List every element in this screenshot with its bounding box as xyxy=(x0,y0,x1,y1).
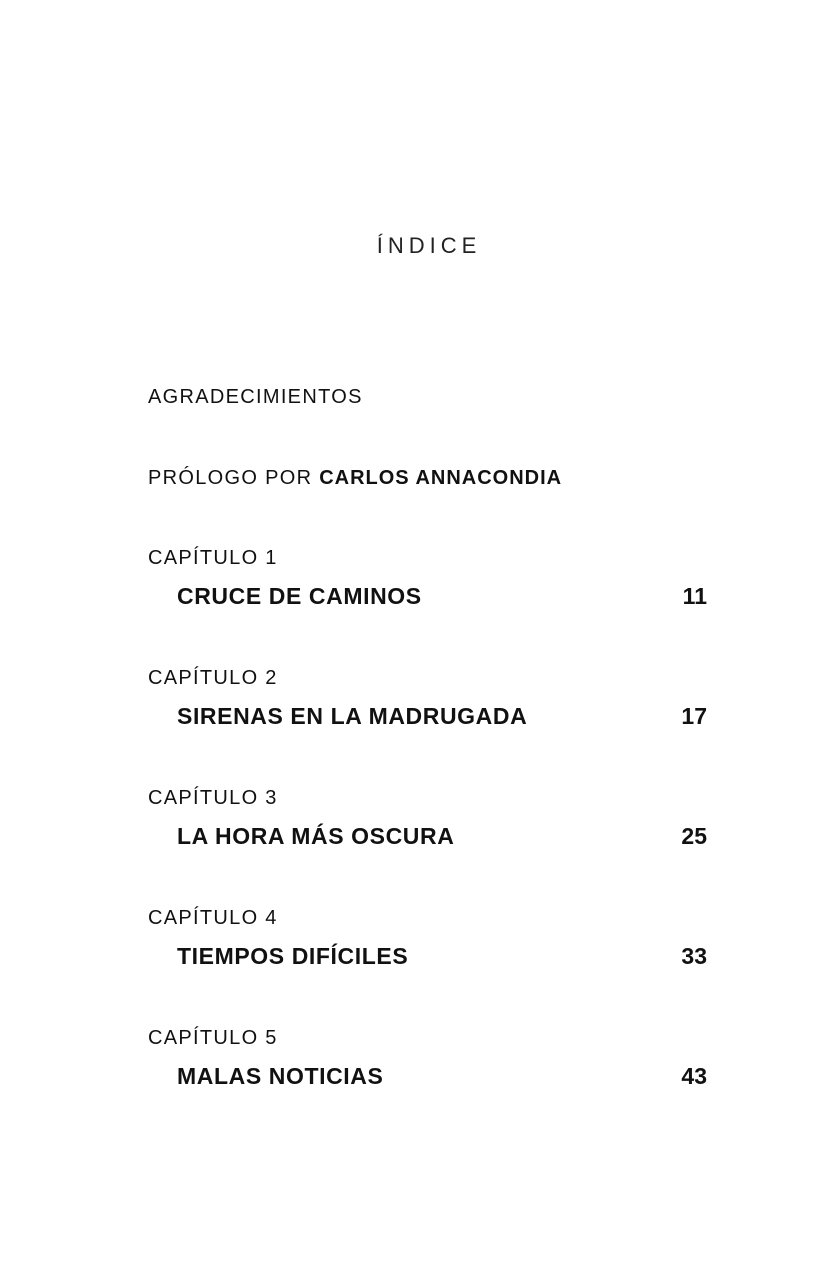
prologue-author: CARLOS ANNACONDIA xyxy=(319,467,563,489)
chapter-label: CAPÍTULO 5 xyxy=(148,1027,278,1049)
chapter-label: CAPÍTULO 2 xyxy=(148,667,278,689)
chapter-label: CAPÍTULO 4 xyxy=(148,907,278,929)
prologue-prefix: PRÓLOGO POR xyxy=(148,467,313,489)
page-title: ÍNDICE xyxy=(376,233,482,258)
chapter-title: LA HORA MÁS OSCURA xyxy=(177,823,455,849)
chapter-title: TIEMPOS DIFÍCILES xyxy=(177,943,409,969)
toc-entry-acknowledgements: AGRADECIMIENTOS xyxy=(148,386,363,408)
chapter-page-number: 17 xyxy=(681,703,707,729)
chapter-title: SIRENAS EN LA MADRUGADA xyxy=(177,703,528,729)
chapter-title: CRUCE DE CAMINOS xyxy=(177,583,422,609)
chapter-label: CAPÍTULO 3 xyxy=(148,787,278,809)
toc-entry-prologue: PRÓLOGO POR CARLOS ANNACONDIA xyxy=(148,467,562,490)
chapter-page-number: 33 xyxy=(681,943,707,969)
chapter-page-number: 43 xyxy=(681,1063,707,1089)
chapter-page-number: 25 xyxy=(681,823,707,849)
chapter-title: MALAS NOTICIAS xyxy=(177,1063,384,1089)
chapter-page-number: 11 xyxy=(682,583,707,609)
chapter-label: CAPÍTULO 1 xyxy=(148,547,278,569)
